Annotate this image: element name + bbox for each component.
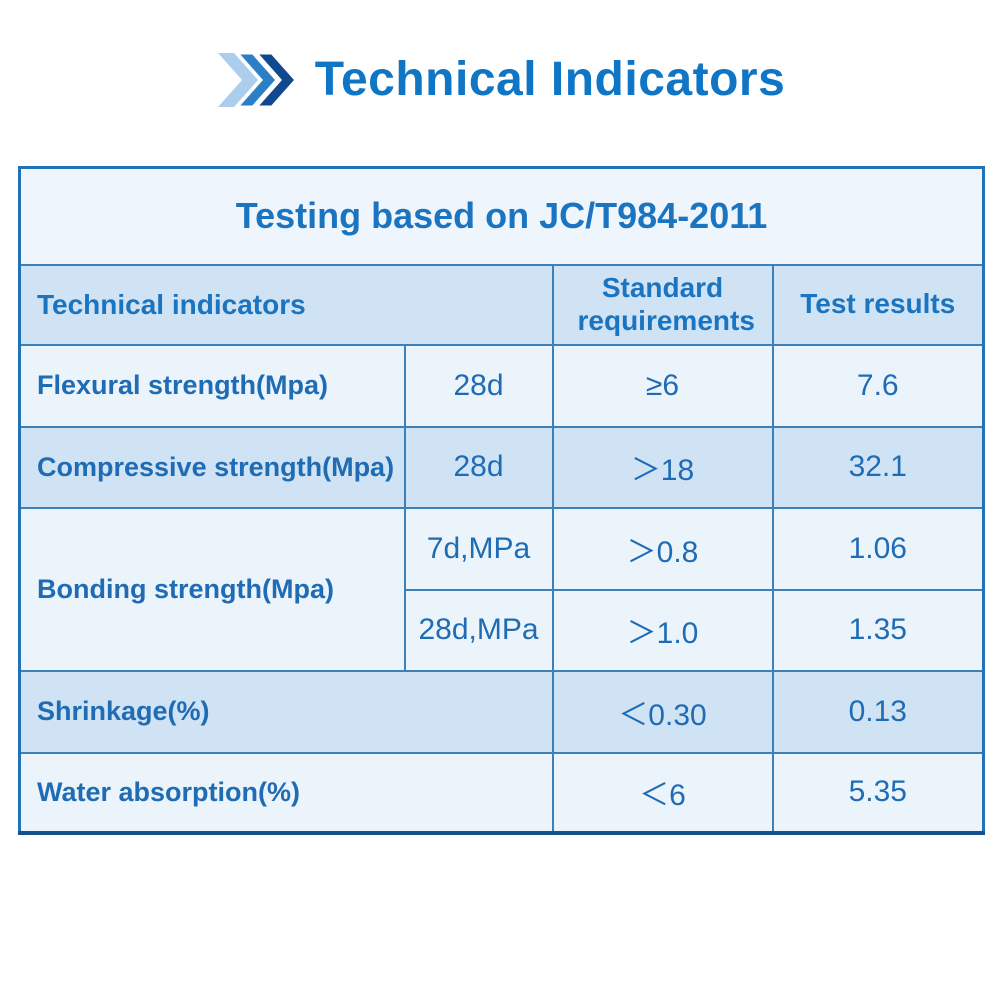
row-label: Water absorption(%) [18, 751, 554, 834]
row-result: 7.6 [771, 343, 985, 428]
row-age: 7d,MPa [403, 506, 554, 591]
indicators-table: Testing based on JC/T984-2011 Technical … [18, 166, 986, 835]
table-caption-row: Testing based on JC/T984-2011 [18, 166, 985, 266]
page-title-bar: Technical Indicators [0, 52, 1000, 108]
row-result: 0.13 [771, 669, 985, 754]
row-result: 32.1 [771, 425, 985, 509]
row-age: 28d [403, 343, 554, 428]
row-standard: ＞1.0 [551, 588, 774, 672]
row-label: Flexural strength(Mpa) [18, 343, 406, 428]
row-standard: ＜6 [551, 751, 774, 834]
row-result: 1.35 [771, 588, 985, 672]
table-row-flexural: Flexural strength(Mpa) 28d ≥6 7.6 [18, 343, 985, 428]
triple-chevron-right-icon [215, 52, 299, 108]
table-row-bonding-7d: Bonding strength(Mpa) 7d,MPa ＞0.8 1.06 [18, 506, 985, 672]
table-header-row: Technical indicators Standard requiremen… [18, 263, 985, 346]
table-row-shrinkage: Shrinkage(%) ＜0.30 0.13 [18, 669, 985, 754]
row-standard: ＞0.8 [551, 506, 774, 591]
column-header-test-results: Test results [771, 263, 985, 346]
row-label: Compressive strength(Mpa) [18, 425, 406, 509]
row-result: 5.35 [771, 751, 985, 834]
row-age: 28d,MPa [403, 588, 554, 672]
table-row-water-absorption: Water absorption(%) ＜6 5.35 [18, 751, 985, 834]
page-title: Technical Indicators [314, 52, 786, 106]
table-row-bonding-28d: 28d,MPa ＞1.0 1.35 [20, 588, 985, 672]
row-standard: ＜0.30 [551, 669, 774, 754]
column-header-technical-indicators: Technical indicators [18, 263, 554, 346]
row-standard: ≥6 [551, 343, 774, 428]
column-header-standard-requirements: Standard requirements [551, 263, 774, 346]
row-label: Bonding strength(Mpa) [18, 506, 406, 672]
table-caption: Testing based on JC/T984-2011 [18, 166, 985, 266]
row-standard: ＞18 [551, 425, 774, 509]
row-age: 28d [403, 425, 554, 509]
table-row-compressive: Compressive strength(Mpa) 28d ＞18 32.1 [18, 425, 985, 509]
row-label: Shrinkage(%) [18, 669, 554, 754]
row-result: 1.06 [771, 506, 985, 591]
